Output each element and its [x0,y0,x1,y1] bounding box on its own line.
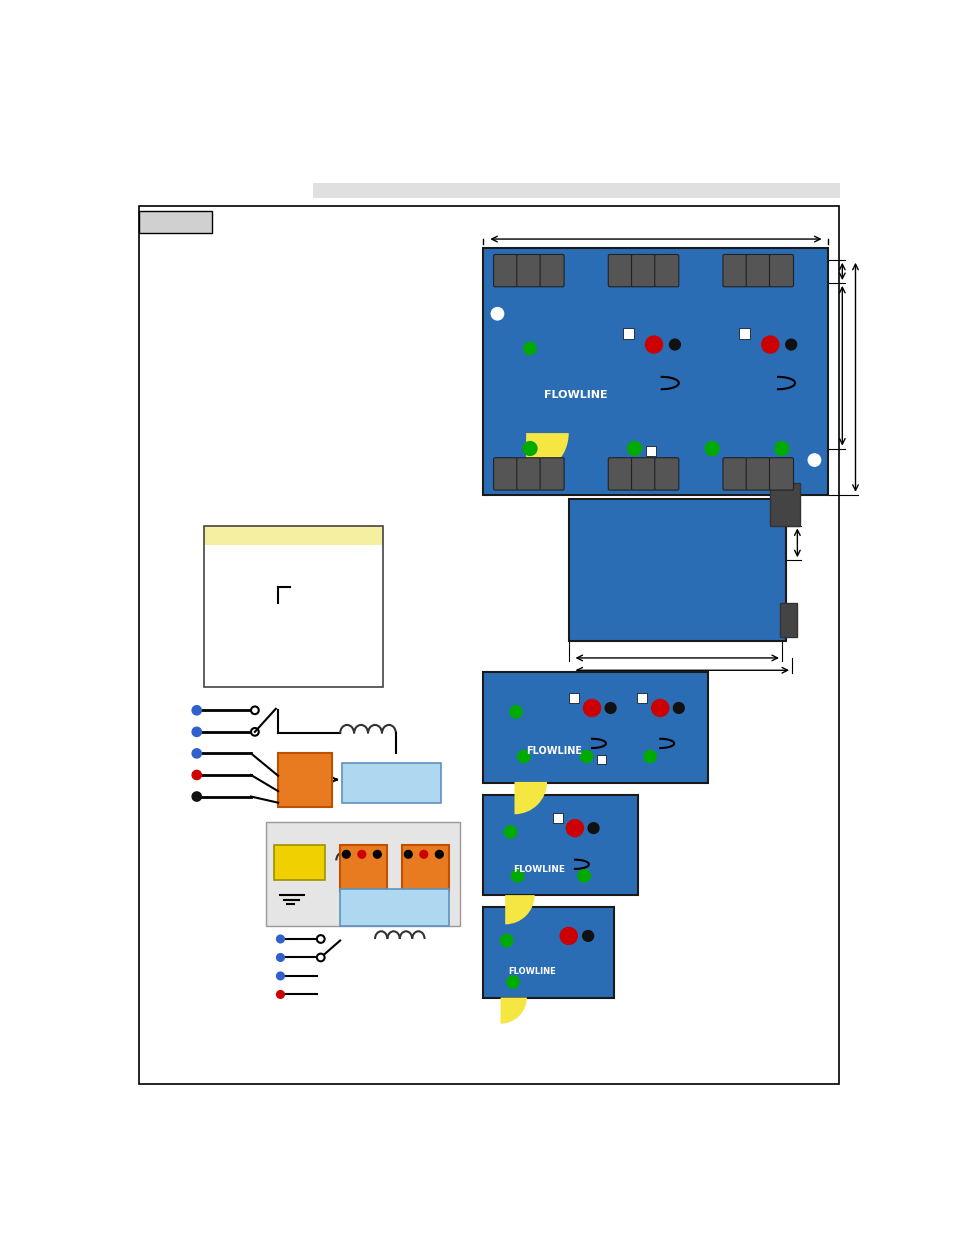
FancyBboxPatch shape [278,752,332,806]
Circle shape [316,953,324,961]
FancyBboxPatch shape [654,254,679,287]
FancyBboxPatch shape [596,755,605,764]
Text: FLOWLINE: FLOWLINE [543,390,607,400]
FancyBboxPatch shape [483,795,638,895]
FancyBboxPatch shape [138,211,212,233]
Circle shape [357,851,365,858]
Circle shape [342,851,350,858]
Circle shape [316,935,324,942]
Wedge shape [525,433,568,475]
Circle shape [251,727,258,736]
FancyBboxPatch shape [608,254,632,287]
Circle shape [509,705,521,718]
FancyBboxPatch shape [779,603,796,637]
FancyBboxPatch shape [608,458,632,490]
FancyBboxPatch shape [769,254,793,287]
Circle shape [276,953,284,961]
Wedge shape [500,998,526,1024]
Circle shape [627,442,641,456]
Circle shape [276,935,284,942]
FancyBboxPatch shape [483,906,613,998]
FancyBboxPatch shape [340,889,448,926]
FancyBboxPatch shape [340,845,386,892]
Circle shape [192,792,201,802]
FancyBboxPatch shape [722,254,746,287]
FancyBboxPatch shape [769,458,793,490]
FancyBboxPatch shape [745,458,769,490]
FancyBboxPatch shape [313,183,840,199]
Wedge shape [514,782,546,814]
FancyBboxPatch shape [204,526,382,545]
Circle shape [774,442,788,456]
Circle shape [504,826,517,839]
FancyBboxPatch shape [745,254,769,287]
FancyBboxPatch shape [722,458,746,490]
FancyBboxPatch shape [517,458,540,490]
Circle shape [276,972,284,979]
FancyBboxPatch shape [637,693,646,703]
Circle shape [251,706,258,714]
Text: FLOWLINE: FLOWLINE [513,864,564,874]
Circle shape [373,851,381,858]
Circle shape [523,342,536,354]
FancyBboxPatch shape [266,823,459,926]
FancyBboxPatch shape [493,254,517,287]
Circle shape [643,751,656,763]
Text: FLOWLINE: FLOWLINE [508,967,556,977]
Circle shape [583,699,599,716]
Circle shape [419,851,427,858]
Circle shape [517,751,530,763]
FancyBboxPatch shape [553,813,562,823]
Circle shape [192,748,201,758]
Circle shape [566,820,583,836]
Circle shape [785,340,796,350]
FancyBboxPatch shape [654,458,679,490]
FancyBboxPatch shape [645,446,656,456]
Circle shape [404,851,412,858]
Circle shape [651,699,668,716]
Circle shape [559,927,577,945]
FancyBboxPatch shape [274,845,324,879]
Circle shape [604,703,616,714]
FancyBboxPatch shape [539,458,563,490]
Circle shape [192,727,201,736]
FancyBboxPatch shape [568,693,578,703]
Circle shape [511,869,523,882]
Circle shape [582,930,593,941]
Circle shape [276,990,284,998]
FancyBboxPatch shape [539,254,563,287]
FancyBboxPatch shape [631,254,655,287]
FancyBboxPatch shape [483,248,827,495]
Circle shape [578,869,590,882]
Circle shape [506,976,518,988]
Circle shape [669,340,679,350]
FancyBboxPatch shape [204,545,382,687]
FancyBboxPatch shape [402,845,448,892]
FancyBboxPatch shape [341,763,440,803]
Wedge shape [505,895,534,924]
FancyBboxPatch shape [769,483,799,526]
Circle shape [645,336,661,353]
Circle shape [435,851,443,858]
FancyBboxPatch shape [517,254,540,287]
Circle shape [704,442,719,456]
FancyBboxPatch shape [138,206,839,1084]
Circle shape [522,442,537,456]
Circle shape [673,703,683,714]
Circle shape [192,705,201,715]
Circle shape [500,935,513,947]
Circle shape [760,336,778,353]
FancyBboxPatch shape [568,499,785,641]
FancyBboxPatch shape [631,458,655,490]
Circle shape [807,454,820,466]
FancyBboxPatch shape [493,458,517,490]
Circle shape [587,823,598,834]
FancyBboxPatch shape [739,329,749,340]
FancyBboxPatch shape [483,672,707,783]
Circle shape [491,308,503,320]
FancyBboxPatch shape [622,329,633,340]
Text: FLOWLINE: FLOWLINE [525,746,581,756]
Circle shape [579,751,592,763]
Circle shape [192,771,201,779]
